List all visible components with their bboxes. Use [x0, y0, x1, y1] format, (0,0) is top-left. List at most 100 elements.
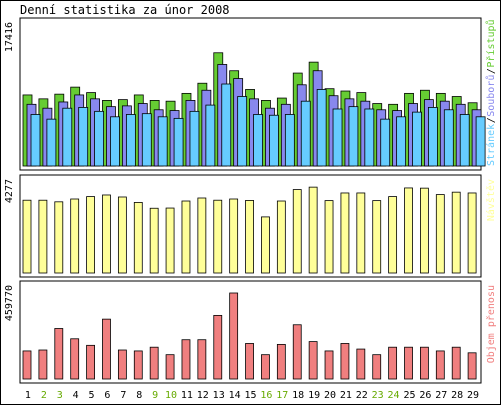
- bar-top-stránek-2: [46, 118, 57, 167]
- bar-bottom-objem-přenosu-12: [197, 339, 207, 380]
- x-tick-label-9: 9: [152, 390, 158, 401]
- bar-top-stránek-25: [412, 111, 422, 167]
- x-tick-label-7: 7: [120, 390, 126, 401]
- x-tick-label-24: 24: [388, 390, 400, 401]
- bar-top-stránek-13: [221, 83, 232, 167]
- bar-bottom-objem-přenosu-4: [70, 338, 80, 380]
- x-tick-label-28: 28: [451, 390, 463, 401]
- bar-top-stránek-19: [316, 89, 327, 167]
- bar-middle-návštěv-7: [117, 196, 127, 274]
- bar-middle-návštěv-29: [467, 192, 477, 274]
- y-max-label-bottom: 459770: [4, 285, 15, 321]
- x-tick-label-19: 19: [308, 390, 320, 401]
- x-tick-label-12: 12: [197, 390, 209, 401]
- bar-top-stránek-11: [189, 110, 200, 167]
- bar-bottom-objem-přenosu-20: [324, 350, 334, 380]
- bar-bottom-objem-přenosu-19: [308, 341, 318, 380]
- bar-middle-návštěv-11: [181, 200, 191, 274]
- bar-bottom-objem-přenosu-26: [420, 346, 429, 380]
- x-tick-label-4: 4: [73, 390, 79, 401]
- x-tick-label-8: 8: [136, 390, 142, 401]
- bar-top-stránek-22: [364, 108, 375, 167]
- bar-bottom-objem-přenosu-17: [276, 343, 286, 380]
- bar-middle-návštěv-26: [420, 187, 429, 274]
- bar-bottom-objem-přenosu-27: [435, 350, 445, 380]
- x-tick-label-10: 10: [165, 390, 177, 401]
- bar-top-stránek-7: [125, 114, 136, 167]
- x-tick-label-27: 27: [435, 390, 447, 401]
- bar-middle-návštěv-10: [165, 207, 175, 274]
- bar-top-stránek-6: [110, 116, 120, 167]
- bar-top-stránek-15: [253, 114, 263, 167]
- bar-top-stránek-24: [396, 116, 407, 167]
- bar-top-stránek-16: [269, 114, 279, 167]
- bar-top-stránek-5: [94, 110, 104, 167]
- legend-návštěv: Návštěv: [485, 179, 497, 221]
- bar-bottom-objem-přenosu-18: [292, 324, 302, 380]
- bar-middle-návštěv-18: [292, 189, 302, 274]
- bar-bottom-objem-přenosu-1: [22, 350, 32, 380]
- x-tick-label-11: 11: [181, 390, 193, 401]
- x-tick-label-21: 21: [340, 390, 352, 401]
- x-tick-label-25: 25: [403, 390, 415, 401]
- bar-bottom-objem-přenosu-5: [86, 344, 95, 380]
- bar-bottom-objem-přenosu-28: [451, 346, 461, 380]
- bar-middle-návštěv-23: [372, 200, 382, 274]
- y-max-label-middle: 4277: [4, 179, 15, 203]
- x-tick-label-29: 29: [467, 390, 479, 401]
- bar-top-stránek-18: [300, 100, 311, 167]
- bar-middle-návštěv-4: [70, 198, 80, 274]
- bar-top-stránek-23: [380, 118, 391, 167]
- bar-middle-návštěv-6: [102, 194, 111, 274]
- bar-middle-návštěv-24: [388, 196, 398, 274]
- bar-middle-návštěv-12: [197, 197, 207, 274]
- legend-objem-přenosu: Objem přenosu: [485, 285, 497, 363]
- x-tick-label-2: 2: [41, 390, 47, 401]
- bar-bottom-objem-přenosu-29: [467, 352, 477, 380]
- bar-top-stránek-26: [428, 107, 438, 167]
- bar-bottom-objem-přenosu-6: [102, 318, 111, 380]
- bar-bottom-objem-přenosu-13: [213, 314, 223, 380]
- x-tick-label-18: 18: [292, 390, 304, 401]
- bar-middle-návštěv-15: [245, 200, 254, 274]
- x-tick-label-16: 16: [260, 390, 272, 401]
- bar-top-stránek-21: [348, 106, 359, 167]
- bar-middle-návštěv-22: [356, 192, 366, 274]
- x-tick-label-3: 3: [57, 390, 63, 401]
- bar-bottom-objem-přenosu-24: [388, 346, 398, 380]
- x-tick-label-26: 26: [419, 390, 431, 401]
- bar-bottom-objem-přenosu-2: [38, 349, 48, 380]
- x-tick-label-17: 17: [276, 390, 288, 401]
- bar-top-stránek-9: [157, 116, 168, 167]
- x-tick-label-1: 1: [25, 390, 31, 401]
- bar-middle-návštěv-21: [340, 192, 350, 274]
- bar-top-stránek-20: [332, 108, 343, 167]
- bar-middle-návštěv-5: [86, 196, 95, 274]
- bar-middle-návštěv-16: [261, 216, 270, 274]
- bar-bottom-objem-přenosu-7: [117, 349, 127, 380]
- bar-bottom-objem-přenosu-22: [356, 348, 366, 380]
- bar-bottom-objem-přenosu-3: [54, 328, 64, 380]
- bar-bottom-objem-přenosu-9: [149, 346, 159, 380]
- bar-top-stránek-4: [78, 107, 89, 167]
- bar-middle-návštěv-28: [451, 191, 461, 274]
- bar-middle-návštěv-2: [38, 199, 48, 274]
- chart-title: Denní statistika za únor 2008: [20, 3, 230, 17]
- bar-top-stránek-27: [443, 109, 454, 167]
- bar-middle-návštěv-19: [308, 186, 318, 274]
- bar-bottom-objem-přenosu-10: [165, 354, 175, 380]
- x-tick-label-22: 22: [356, 390, 368, 401]
- bar-top-stránek-29: [475, 116, 486, 167]
- x-tick-label-13: 13: [213, 390, 225, 401]
- legend-stránek: Stránek: [485, 124, 497, 166]
- bar-middle-návštěv-27: [435, 194, 445, 274]
- x-tick-label-15: 15: [244, 390, 256, 401]
- x-tick-label-14: 14: [229, 390, 241, 401]
- x-tick-label-6: 6: [104, 390, 110, 401]
- bar-top-stránek-28: [459, 114, 470, 167]
- legend-přístupů: Přístupů: [485, 19, 497, 67]
- x-tick-label-20: 20: [324, 390, 336, 401]
- bar-bottom-objem-přenosu-8: [133, 350, 143, 380]
- bar-top-stránek-1: [30, 114, 41, 167]
